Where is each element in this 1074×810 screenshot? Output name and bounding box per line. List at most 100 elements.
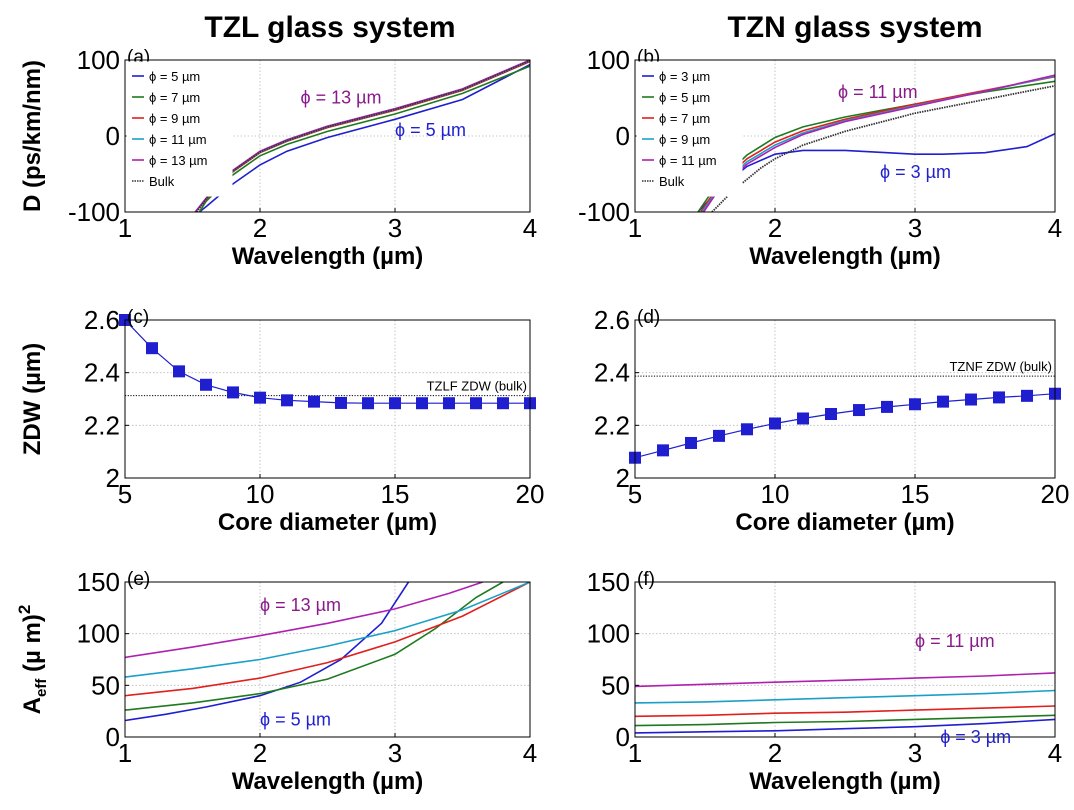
- data-point: [741, 423, 753, 436]
- y-tick-label: 100: [77, 45, 120, 75]
- y-axis-label-main: A: [19, 697, 46, 714]
- data-point: [1021, 389, 1033, 402]
- x-tick-label: 15: [381, 479, 410, 509]
- data-point: [769, 417, 781, 430]
- data-point: [335, 396, 347, 409]
- y-tick-label: 0: [106, 121, 120, 151]
- y-tick-label: 2: [616, 463, 630, 493]
- y-axis-label-sup: 2: [15, 605, 34, 614]
- y-tick-label: 2: [106, 463, 120, 493]
- series-line: [125, 582, 530, 678]
- x-axis-label: Wavelength (µm): [749, 768, 941, 795]
- data-point: [146, 342, 158, 355]
- y-tick-label: 2.2: [84, 410, 120, 440]
- x-tick-label: 5: [628, 479, 642, 509]
- y-tick-label: 150: [587, 567, 630, 597]
- panel-label: (d): [637, 307, 660, 328]
- series-line: [125, 582, 530, 697]
- x-tick-label: 2: [253, 213, 267, 243]
- data-point: [254, 391, 266, 404]
- series-line: [125, 320, 530, 404]
- y-tick-label: 2.2: [594, 410, 630, 440]
- data-point: [685, 436, 697, 449]
- legend-entry: ϕ = 11 µm: [659, 153, 717, 168]
- y-axis-label-unit: (µ m): [19, 614, 46, 679]
- data-point: [389, 397, 401, 410]
- x-tick-label: 15: [901, 479, 930, 509]
- legend-entry: Bulk: [149, 174, 175, 189]
- y-axis-label: D (ps/km/nm): [19, 60, 46, 212]
- data-point: [227, 386, 239, 399]
- x-tick-label: 2: [253, 738, 267, 768]
- reference-label: TZLF ZDW (bulk): [427, 379, 527, 394]
- x-tick-label: 4: [1048, 738, 1062, 768]
- data-point: [909, 398, 921, 411]
- x-tick-label: 2: [768, 738, 782, 768]
- y-tick-label: 0: [106, 722, 120, 752]
- series-line: [635, 689, 1055, 704]
- y-tick-label: 150: [77, 567, 120, 597]
- series-line: [198, 63, 530, 212]
- y-tick-label: -100: [578, 197, 630, 227]
- x-tick-label: 3: [388, 738, 402, 768]
- y-tick-label: 0: [616, 722, 630, 752]
- legend-entry: ϕ = 9 µm: [149, 111, 200, 126]
- data-point: [881, 400, 893, 413]
- plot-area-f: [635, 582, 1055, 737]
- legend-entry: ϕ = 9 µm: [659, 132, 710, 147]
- x-tick-label: 1: [628, 213, 642, 243]
- right-column-title: TZN glass system: [727, 11, 982, 44]
- x-axis-label: Core diameter (µm): [735, 509, 954, 536]
- legend-entry: ϕ = 11 µm: [149, 132, 207, 147]
- plot-area-d: [635, 320, 1055, 478]
- y-tick-label: 2.4: [84, 358, 120, 388]
- panel-label: (c): [127, 307, 149, 328]
- reference-label: TZNF ZDW (bulk): [949, 359, 1052, 374]
- annotation-label: ϕ = 13 µm: [260, 595, 341, 615]
- x-tick-label: 3: [388, 213, 402, 243]
- plot-area-c: [125, 320, 530, 478]
- annotation-label: ϕ = 5 µm: [395, 120, 466, 140]
- data-point: [797, 412, 809, 425]
- panel-d: TZNF ZDW (bulk) 5 10 15 20 2 2.2 2.4 2.6 (d) Core …: [594, 305, 1070, 536]
- x-tick-label: 20: [1041, 479, 1070, 509]
- data-point: [362, 397, 374, 410]
- data-point: [657, 444, 669, 457]
- y-tick-label: 100: [587, 45, 630, 75]
- x-axis-label: Wavelength (µm): [749, 243, 941, 270]
- legend-entry: ϕ = 13 µm: [149, 153, 208, 168]
- data-point: [281, 394, 293, 407]
- y-tick-label: -100: [68, 197, 120, 227]
- x-axis-label: Wavelength (µm): [232, 768, 424, 795]
- x-tick-label: 10: [246, 479, 275, 509]
- y-tick-label: 2.6: [594, 305, 630, 335]
- panel-e: 1 2 3 4 0 50 100 150 (e) Wavelength (µm) Aeff (µ m…: [15, 567, 537, 795]
- axes-box: [124, 319, 531, 479]
- series-line: [635, 393, 1055, 459]
- annotation-label: ϕ = 13 µm: [301, 87, 382, 107]
- data-point: [416, 397, 428, 410]
- series-line: [711, 84, 1055, 212]
- data-point: [200, 378, 212, 391]
- annotation-label: ϕ = 5 µm: [260, 710, 331, 730]
- data-point: [308, 395, 320, 408]
- axes-box: [634, 581, 1056, 738]
- x-tick-label: 3: [908, 213, 922, 243]
- x-axis-label: Wavelength (µm): [232, 243, 424, 270]
- y-tick-label: 0: [616, 121, 630, 151]
- annotation-label: ϕ = 3 µm: [940, 727, 1011, 747]
- panel-label: (e): [127, 569, 150, 590]
- y-tick-label: 50: [601, 670, 630, 700]
- data-point: [825, 408, 837, 421]
- legend-entry: ϕ = 3 µm: [659, 69, 710, 84]
- data-point: [853, 404, 865, 417]
- x-tick-label: 3: [908, 738, 922, 768]
- y-axis-label: ZDW (µm): [19, 343, 46, 455]
- legend-entry: ϕ = 5 µm: [659, 90, 710, 105]
- y-tick-label: 50: [91, 670, 120, 700]
- legend-box: [636, 61, 743, 197]
- x-tick-label: 1: [628, 738, 642, 768]
